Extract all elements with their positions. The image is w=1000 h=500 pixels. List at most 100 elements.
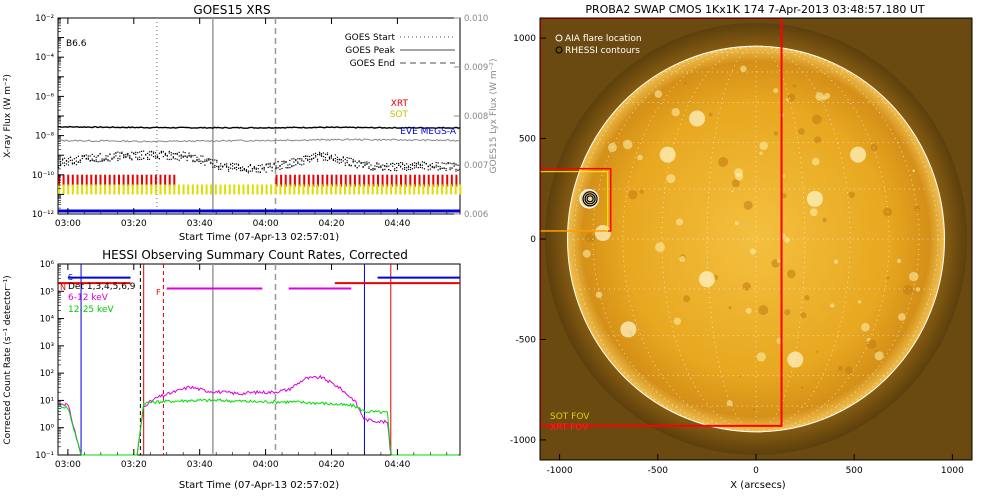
solar-feature — [585, 232, 596, 243]
lyman-dot — [235, 166, 238, 168]
lyman-dot — [158, 152, 160, 154]
lyman-dot — [77, 155, 79, 157]
lyman-dot — [307, 155, 309, 157]
solar-feature — [734, 221, 739, 226]
lyman-dot — [346, 162, 348, 164]
lyman-dot — [58, 165, 60, 167]
lyman-dot — [320, 153, 323, 155]
lyman-dot — [364, 164, 366, 166]
lyman-dot — [378, 166, 380, 168]
lyman-dot — [85, 158, 87, 160]
xrt-coverage-tick — [154, 174, 157, 187]
lyman-dot — [152, 156, 155, 158]
lyman-dot — [368, 162, 370, 164]
xrt-coverage-tick — [127, 174, 130, 187]
legend-rhessi: RHESSI contours — [565, 46, 640, 56]
lyman-dot — [216, 161, 218, 163]
xrt-coverage-tick — [340, 174, 343, 187]
lyman-dot — [190, 154, 192, 156]
lyman-dot — [429, 168, 431, 170]
lyman-dot — [283, 162, 285, 164]
lyman-dot — [85, 154, 87, 156]
solar-feature — [683, 81, 687, 85]
lyman-dot — [105, 155, 107, 157]
lyman-dot — [67, 161, 70, 163]
xrt-coverage-tick — [317, 174, 319, 187]
longitude-line — [592, 45, 757, 433]
solar-feature — [898, 313, 906, 321]
lyman-dot — [322, 159, 325, 161]
sot-coverage-tick — [71, 184, 74, 195]
lyman-dot — [119, 155, 121, 157]
xrt-coverage-tick — [108, 174, 111, 187]
sot-coverage-tick — [99, 184, 102, 195]
lyman-dot — [380, 166, 382, 169]
xrt-coverage-tick — [390, 174, 393, 187]
lyman-dot — [241, 169, 244, 172]
lyman-dot — [427, 169, 429, 171]
lyman-dot — [93, 155, 95, 157]
sot-coverage-tick — [334, 184, 337, 195]
goes-y-tick-label: 10⁻¹⁰ — [32, 171, 55, 181]
xrt-coverage-tick — [441, 174, 444, 187]
solar-feature — [749, 248, 756, 255]
lyman-dot — [334, 160, 336, 162]
heliographic-grid — [567, 45, 945, 433]
lyman-dot — [226, 163, 228, 165]
lyman-dot — [89, 155, 91, 157]
sot-coverage-tick — [371, 184, 374, 195]
lyman-dot — [305, 158, 307, 160]
lyman-dot — [358, 160, 360, 162]
xrt-coverage-tick — [85, 174, 88, 187]
xrt-coverage-tick — [400, 174, 402, 187]
lyman-dot — [91, 159, 93, 161]
lyman-dot — [125, 153, 127, 155]
series-sot — [58, 184, 462, 195]
lyman-dot — [158, 158, 160, 160]
lyman-dot — [419, 166, 421, 168]
lyman-dot — [168, 150, 170, 153]
lyman-dot — [402, 162, 404, 164]
lyman-dot — [198, 160, 200, 162]
lyman-dot — [103, 160, 105, 162]
lyman-dot — [119, 158, 121, 160]
lyman-dot — [216, 159, 218, 161]
lyman-dot — [356, 167, 358, 169]
lyman-dot — [449, 162, 451, 164]
solar-feature — [833, 259, 839, 264]
lyman-dot — [247, 166, 249, 168]
lyman-dot — [249, 170, 251, 172]
lyman-dot — [311, 159, 313, 161]
sot-coverage-tick — [233, 184, 236, 195]
lyman-dot — [141, 158, 143, 160]
lyman-dot — [439, 168, 441, 170]
lyman-dot — [174, 153, 176, 155]
lyman-dot — [317, 160, 319, 162]
lyman-dot — [315, 154, 317, 157]
lyman-dot — [150, 154, 153, 156]
legend-eve: EVE MEGS-A — [400, 127, 457, 137]
solar-feature — [915, 287, 921, 292]
lyman-dot — [186, 159, 188, 162]
xrt-coverage-tick — [326, 174, 329, 187]
hessi-y-tick-label: 10⁵ — [40, 287, 54, 297]
solar-feature — [718, 157, 729, 167]
goes-line-legend: GOES Start GOES Peak GOES End — [345, 33, 455, 69]
sot-coverage-tick — [417, 184, 420, 195]
lyman-dot — [423, 162, 425, 164]
lyman-dot — [429, 165, 431, 167]
lyman-dot — [257, 164, 259, 167]
swap-y-axis: -1000 -500 0 500 1000 — [510, 34, 546, 446]
lyman-dot — [249, 164, 251, 167]
xrt-coverage-tick — [141, 174, 143, 187]
solar-feature — [773, 88, 779, 94]
lyman-dot — [182, 155, 184, 157]
sot-coverage-tick — [265, 184, 268, 195]
lyman-dot — [125, 155, 127, 157]
lyman-dot — [358, 165, 360, 167]
lyman-dot — [315, 156, 317, 158]
aia-legend-marker — [555, 34, 563, 42]
lyman-dot — [445, 169, 447, 172]
solar-feature — [639, 189, 644, 194]
